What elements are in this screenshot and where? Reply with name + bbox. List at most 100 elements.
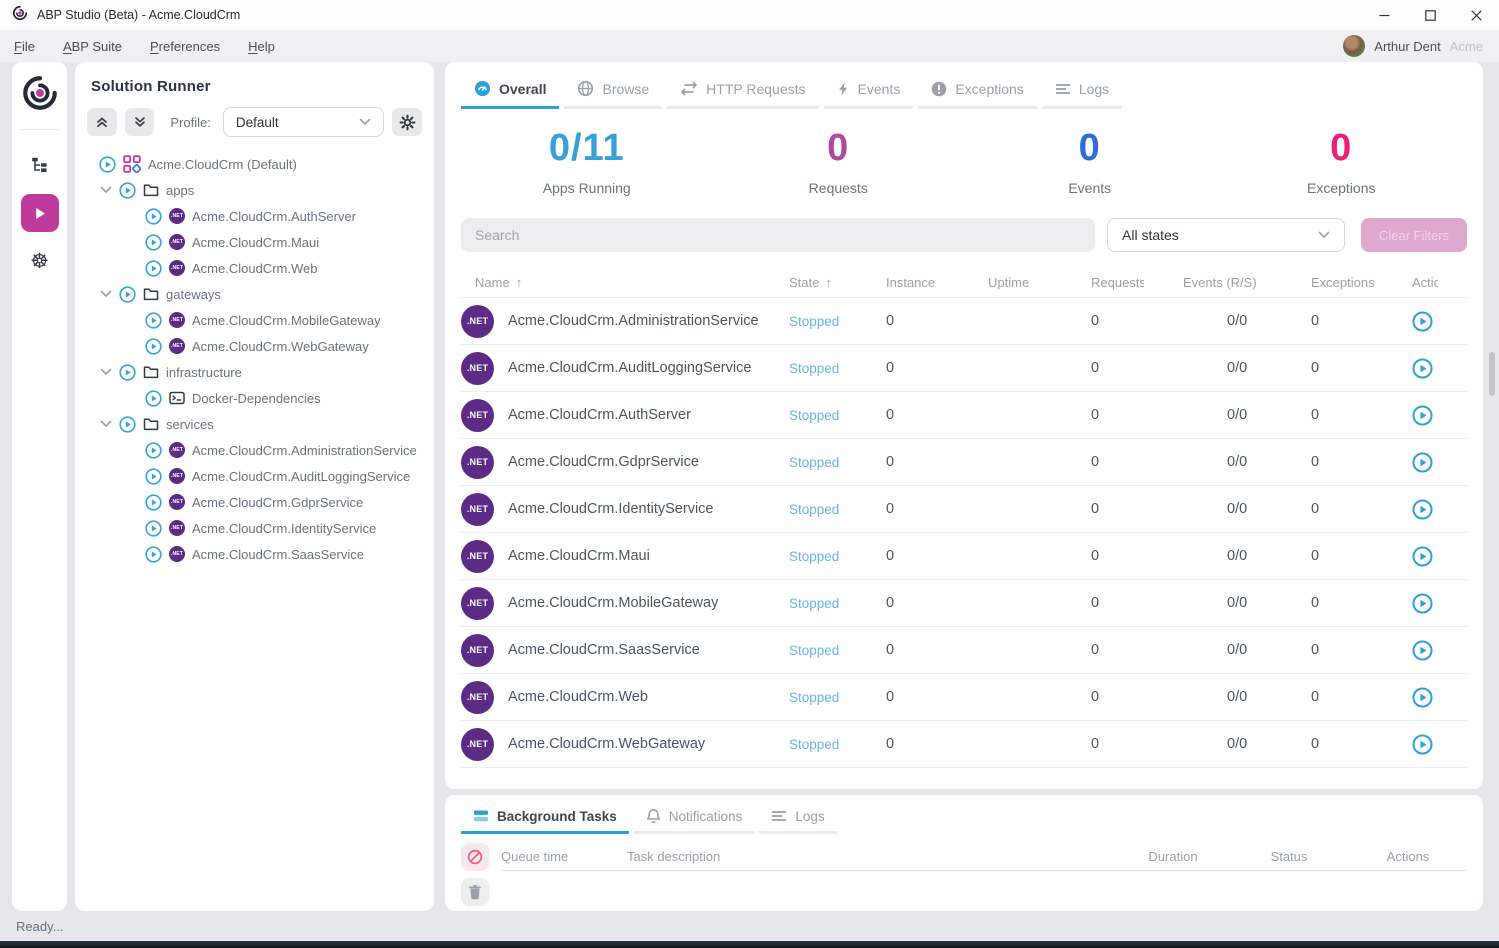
start-app-button[interactable] [1412,545,1467,567]
play-circle-icon[interactable] [145,233,162,251]
menu-item-preferences[interactable]: Preferences [150,38,221,54]
play-circle-icon[interactable] [145,259,162,277]
play-circle-icon[interactable] [145,467,162,485]
play-circle-icon[interactable] [145,207,162,225]
tree-item-apps[interactable]: apps [87,177,422,203]
solution-runner-play-icon[interactable] [20,194,59,232]
start-app-button[interactable] [1412,451,1467,473]
dotnet-icon: .NET [461,398,494,432]
column-header-events-r-s-[interactable]: Events (R/S) [1183,275,1311,290]
tab-exceptions[interactable]: Exceptions [918,72,1037,109]
dotnet-icon: .NET [461,539,494,573]
lines-icon [771,809,787,823]
tab-logs[interactable]: Logs [1041,72,1123,109]
tree-item-acme-cloudcrm-maui[interactable]: .NET Acme.CloudCrm.Maui [87,229,422,255]
stat-label: Events [1068,180,1112,196]
clear-tasks-button[interactable] [461,878,489,906]
minimize-button[interactable] [1361,0,1407,30]
chevron-down-icon[interactable] [99,420,112,428]
tree-item-gateways[interactable]: gateways [87,281,422,307]
tree-item-acme-cloudcrm-gdprservice[interactable]: .NET Acme.CloudCrm.GdprService [87,489,422,515]
start-app-button[interactable] [1412,404,1467,426]
tree-item-services[interactable]: services [87,411,422,437]
play-circle-icon[interactable] [99,155,116,173]
menu-item-help[interactable]: Help [248,38,275,54]
app-name: Acme.CloudCrm.AuthServer [508,407,691,423]
column-header-instance[interactable]: Instance [886,275,988,290]
tree-item-acme-cloudcrm-saasservice[interactable]: .NET Acme.CloudCrm.SaasService [87,541,422,567]
start-app-button[interactable] [1412,686,1467,708]
tree-item-acme-cloudcrm-auditloggingservice[interactable]: .NET Acme.CloudCrm.AuditLoggingService [87,463,422,489]
expand-all-button[interactable] [124,108,155,136]
tab-events[interactable]: Events [823,72,914,109]
clear-filters-button[interactable]: Clear Filters [1361,218,1467,252]
profile-select[interactable]: Default [222,107,385,137]
folder-icon [143,287,159,301]
play-circle-icon[interactable] [145,337,162,355]
start-app-button[interactable] [1412,310,1467,332]
start-app-button[interactable] [1412,733,1467,755]
tree-item-acme-cloudcrm-default-[interactable]: Acme.CloudCrm (Default) [87,151,422,177]
tab-label: Logs [795,808,825,824]
app-logo-icon [12,5,28,26]
kubernetes-icon[interactable]: ☸ [30,249,49,273]
tab-browse[interactable]: Browse [564,72,663,109]
play-circle-icon[interactable] [119,363,136,381]
user-name[interactable]: Arthur Dent [1374,38,1441,54]
avatar[interactable] [1343,35,1366,57]
tab-overall[interactable]: Overall [461,72,560,109]
collapse-all-button[interactable] [87,108,117,136]
play-circle-icon[interactable] [119,415,136,433]
tree-item-acme-cloudcrm-mobilegateway[interactable]: .NET Acme.CloudCrm.MobileGateway [87,307,422,333]
app-exceptions: 0 [1311,454,1320,470]
tree-item-docker-dependencies[interactable]: Docker-Dependencies [87,385,422,411]
play-circle-icon[interactable] [145,311,162,329]
tree-item-acme-cloudcrm-administrationservice[interactable]: .NET Acme.CloudCrm.AdministrationService [87,437,422,463]
start-app-button[interactable] [1412,357,1467,379]
column-header-exceptions[interactable]: Exceptions [1311,275,1412,290]
chevron-down-icon[interactable] [99,186,112,194]
state-filter-select[interactable]: All states [1107,218,1345,252]
tree-item-acme-cloudcrm-authserver[interactable]: .NET Acme.CloudCrm.AuthServer [87,203,422,229]
start-app-button[interactable] [1412,498,1467,520]
column-header-requests[interactable]: Requests [1091,275,1183,290]
tab-notifications[interactable]: Notifications [633,803,755,834]
chevron-down-icon[interactable] [99,368,112,376]
play-circle-icon[interactable] [145,545,162,563]
tree-item-acme-cloudcrm-identityservice[interactable]: .NET Acme.CloudCrm.IdentityService [87,515,422,541]
column-header-actions[interactable]: Actions [1412,275,1467,290]
dotnet-icon: .NET [169,312,185,328]
menu-item-file[interactable]: File [14,38,35,54]
play-circle-icon[interactable] [145,441,162,459]
chevron-down-icon[interactable] [99,290,112,298]
app-requests: 0 [1091,689,1100,705]
solution-explorer-icon[interactable] [21,146,59,184]
tab-background-tasks[interactable]: Background Tasks [461,803,629,834]
runner-settings-button[interactable] [392,108,422,136]
stacked-bars-icon [473,809,489,823]
play-circle-icon[interactable] [145,493,162,511]
tab-http-requests[interactable]: HTTP Requests [667,72,819,109]
table-row: .NET Acme.CloudCrm.Maui Stopped 0 0 0/0 0 [461,533,1467,580]
start-app-button[interactable] [1412,639,1467,661]
dotnet-icon: .NET [169,494,185,510]
close-button[interactable] [1453,0,1499,30]
tree-item-acme-cloudcrm-webgateway[interactable]: .NET Acme.CloudCrm.WebGateway [87,333,422,359]
cancel-tasks-button[interactable] [461,843,489,871]
menu-item-abp-suite[interactable]: ABP Suite [62,38,122,54]
play-circle-icon[interactable] [119,181,136,199]
maximize-button[interactable] [1407,0,1453,30]
tab-logs[interactable]: Logs [759,803,837,834]
start-app-button[interactable] [1412,592,1467,614]
scrollbar-thumb[interactable] [1489,352,1495,396]
column-header-uptime[interactable]: Uptime [988,275,1091,290]
play-circle-icon[interactable] [145,389,162,407]
search-input[interactable] [461,218,1095,252]
column-header-name[interactable]: Name ↑ [461,275,789,290]
tree-item-infrastructure[interactable]: infrastructure [87,359,422,385]
column-header-state[interactable]: State ↑ [789,275,886,290]
app-exceptions: 0 [1311,595,1320,611]
play-circle-icon[interactable] [119,285,136,303]
play-circle-icon[interactable] [145,519,162,537]
tree-item-acme-cloudcrm-web[interactable]: .NET Acme.CloudCrm.Web [87,255,422,281]
